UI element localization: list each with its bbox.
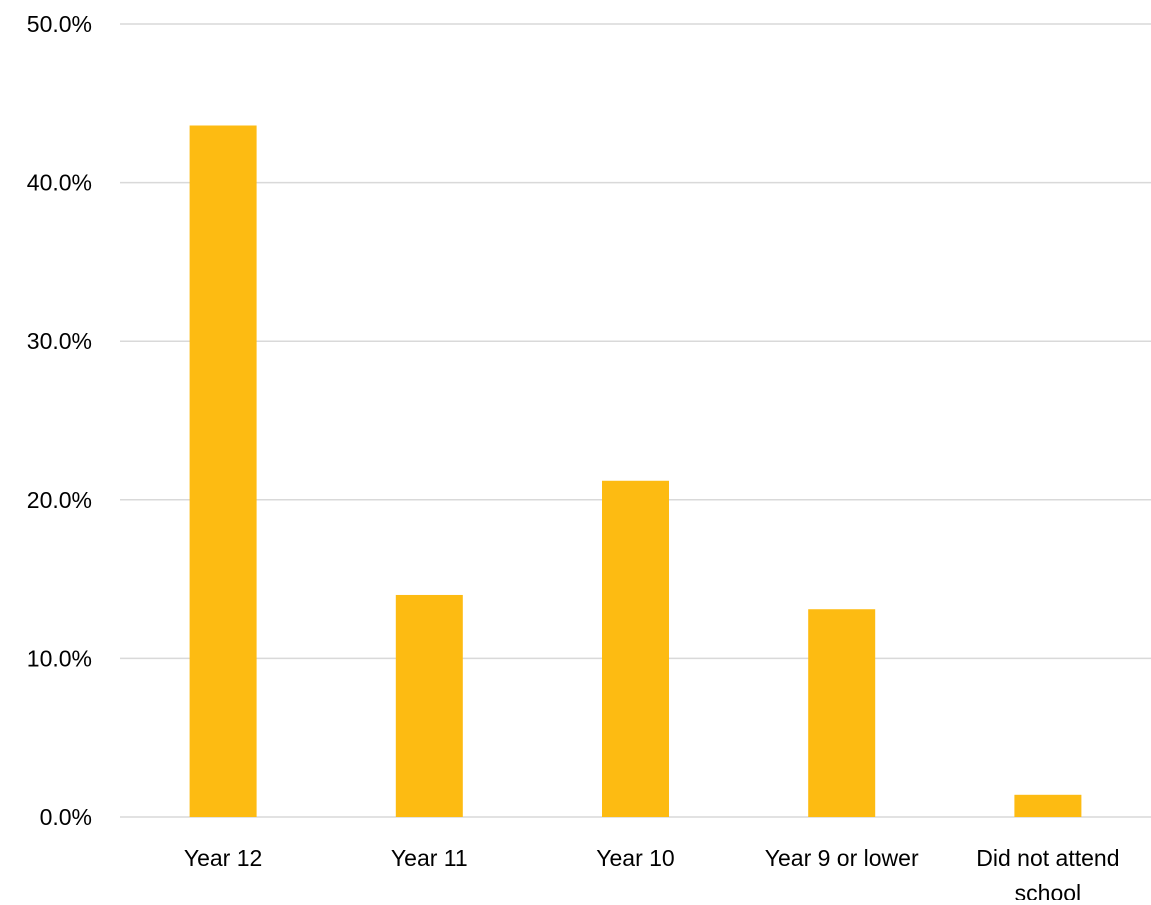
y-tick-label: 50.0%	[27, 11, 92, 37]
bar	[395, 594, 463, 817]
x-axis-tick-labels: Year 12 Year 11 Year 10 Year 9 or lower Did …	[184, 845, 1120, 905]
x-tick-label: Year 11	[391, 845, 468, 871]
bar	[189, 125, 257, 817]
x-tick-label: Year 10	[596, 845, 674, 871]
x-tick-label: Did not attend school	[976, 845, 1119, 900]
y-tick-label: 10.0%	[27, 645, 92, 671]
bar	[602, 480, 669, 817]
y-axis-tick-labels: 0.0% 10.0% 20.0% 30.0% 40.0% 50.0%	[27, 11, 92, 830]
x-tick-label: Year 12	[184, 845, 262, 871]
y-tick-label: 30.0%	[27, 328, 92, 354]
bar	[808, 609, 876, 817]
bar	[1014, 794, 1082, 817]
y-tick-label: 20.0%	[27, 487, 92, 513]
y-tick-label: 0.0%	[40, 804, 92, 830]
bars	[189, 125, 1082, 817]
y-tick-label: 40.0%	[27, 170, 92, 196]
x-tick-label: Year 9 or lower	[765, 845, 919, 871]
